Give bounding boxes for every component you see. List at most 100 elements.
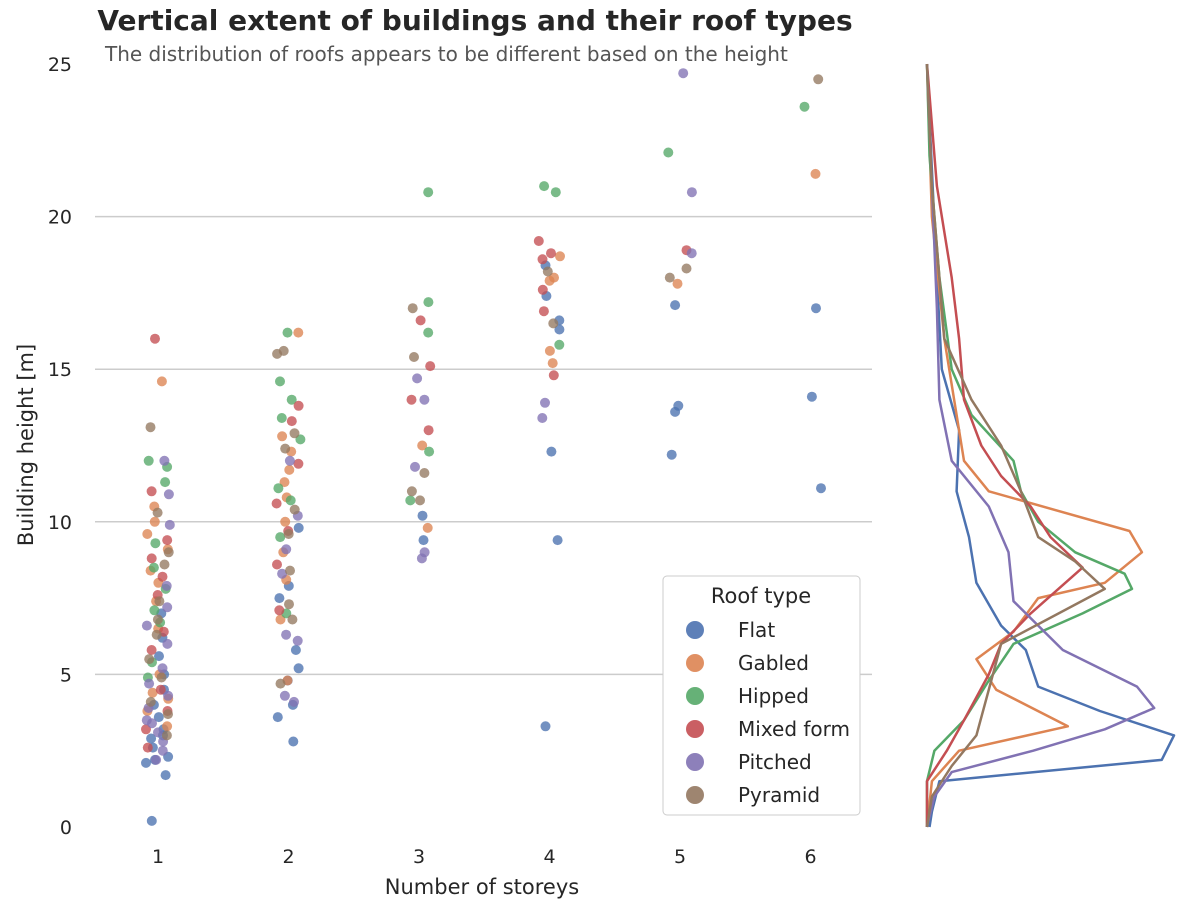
data-point-pyramid	[163, 709, 173, 720]
data-point-flat	[666, 449, 677, 460]
legend: Roof type Flat Gabled Hipped Mixed form Pitc…	[662, 575, 861, 816]
x-tick-label: 2	[282, 846, 294, 868]
data-point-pitched	[419, 547, 430, 558]
data-point-hipped	[275, 376, 285, 387]
data-point-mixed-form	[286, 416, 297, 427]
data-point-mixed-form	[406, 394, 417, 405]
data-point-hipped	[424, 446, 435, 457]
data-point-pitched	[537, 413, 548, 423]
data-point-mixed-form	[146, 486, 157, 497]
y-tick-labels: 0 5 10 15 20 25	[48, 54, 72, 839]
data-point-pitched	[277, 568, 288, 579]
data-point-pyramid	[144, 654, 155, 665]
data-point-pyramid	[152, 507, 163, 518]
legend-label: Pyramid	[738, 783, 820, 807]
data-point-flat	[146, 733, 157, 744]
data-point-flat	[288, 736, 299, 747]
data-point-pitched	[540, 397, 550, 408]
data-point-hipped	[423, 187, 434, 198]
data-point-pitched	[161, 580, 172, 591]
data-point-gabled	[547, 358, 558, 369]
data-point-gabled	[284, 464, 295, 475]
data-point-pyramid	[163, 547, 174, 558]
data-point-mixed-form	[537, 284, 548, 295]
x-tick-label: 5	[674, 846, 686, 868]
data-point-flat	[554, 324, 565, 335]
data-point-gabled	[549, 272, 559, 283]
data-point-mixed-form	[162, 535, 173, 546]
data-point-flat	[160, 770, 171, 781]
data-point-pyramid	[548, 318, 559, 329]
data-point-pyramid	[406, 486, 417, 497]
data-point-hipped	[273, 483, 284, 494]
data-point-hipped	[423, 327, 434, 338]
data-point-pyramid	[409, 352, 419, 362]
x-tick-label: 1	[152, 846, 164, 868]
data-point-flat	[293, 663, 304, 674]
legend-label: Hipped	[738, 684, 809, 708]
density-line-gabled	[925, 63, 1144, 828]
data-point-pyramid	[154, 596, 165, 607]
legend-marker-hipped	[686, 687, 704, 705]
data-point-mixed-form	[415, 315, 426, 326]
legend-marker-gabled	[686, 654, 704, 672]
data-point-flat	[673, 400, 684, 411]
legend-title: Roof type	[711, 584, 811, 608]
data-point-flat	[546, 446, 557, 457]
data-point-pyramid	[159, 559, 170, 570]
legend-label: Flat	[738, 618, 775, 642]
data-point-hipped	[550, 187, 561, 198]
data-point-pitched	[157, 745, 168, 756]
data-point-pitched	[162, 602, 173, 613]
data-point-pyramid	[289, 428, 300, 439]
data-point-pitched	[162, 638, 173, 649]
data-point-pitched	[412, 373, 423, 384]
data-point-pitched	[164, 519, 175, 530]
data-point-pyramid	[289, 504, 300, 515]
data-point-mixed-form	[150, 333, 160, 344]
data-point-mixed-form	[533, 236, 544, 246]
data-point-flat	[816, 483, 826, 494]
data-point-pyramid	[542, 266, 553, 277]
data-point-mixed-form	[141, 724, 151, 735]
data-point-pitched	[678, 68, 689, 79]
data-point-pyramid	[275, 678, 286, 689]
data-point-hipped	[282, 327, 293, 338]
data-point-hipped	[276, 413, 287, 423]
legend-label: Pitched	[738, 750, 812, 774]
data-point-hipped	[149, 605, 160, 616]
data-point-pitched	[141, 620, 152, 631]
chart-title: Vertical extent of buildings and their r…	[97, 4, 852, 37]
data-point-pyramid	[161, 730, 172, 741]
data-point-gabled	[280, 516, 291, 527]
data-point-pitched	[686, 248, 697, 259]
data-point-pyramid	[278, 345, 289, 356]
data-point-hipped	[285, 495, 296, 506]
density-line-pitched	[925, 63, 1156, 828]
data-point-gabled	[293, 327, 304, 338]
data-point-gabled	[672, 278, 683, 289]
data-point-pyramid	[407, 303, 418, 314]
data-point-pitched	[410, 461, 420, 472]
legend-marker-pitched	[686, 753, 704, 771]
density-line-flat	[925, 63, 1176, 828]
data-point-hipped	[150, 538, 161, 549]
data-point-pitched	[157, 663, 168, 674]
data-point-pyramid	[664, 272, 675, 283]
density-line-hipped	[925, 63, 1134, 827]
data-point-hipped	[539, 181, 550, 192]
data-point-flat	[670, 300, 681, 311]
data-point-pyramid	[283, 529, 294, 539]
data-point-hipped	[148, 562, 159, 573]
legend-items: Flat Gabled Hipped Mixed form Pitched Pyramid	[686, 618, 850, 807]
x-tick-label: 4	[543, 846, 555, 868]
data-point-flat	[418, 535, 429, 546]
data-point-pitched	[281, 544, 292, 555]
data-point-flat	[141, 757, 151, 768]
data-point-pitched	[144, 678, 155, 689]
data-point-pyramid	[419, 468, 430, 478]
data-point-pyramid	[151, 629, 162, 640]
legend-marker-flat	[686, 621, 704, 639]
data-point-gabled	[810, 168, 821, 179]
data-point-gabled	[422, 522, 433, 533]
